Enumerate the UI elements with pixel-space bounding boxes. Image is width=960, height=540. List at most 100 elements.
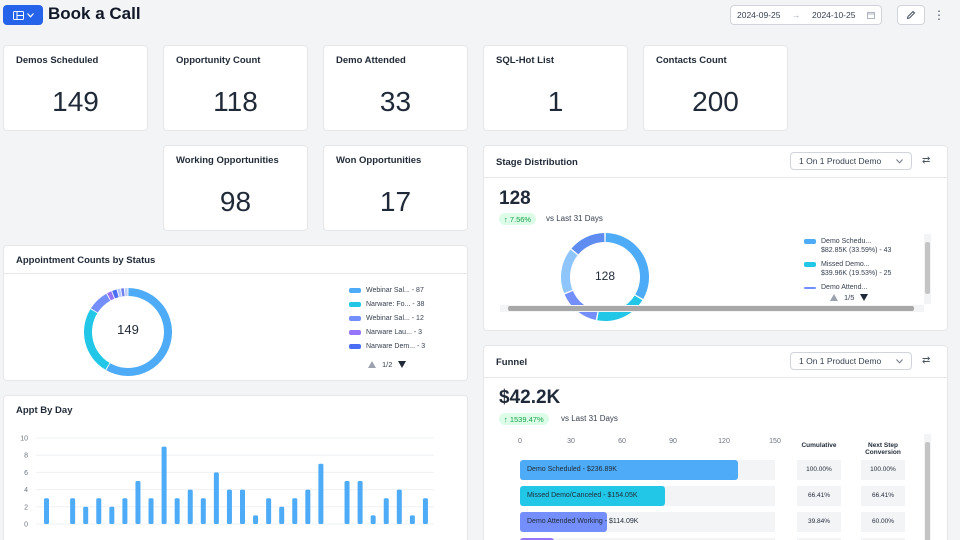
bar[interactable] — [305, 489, 311, 524]
pager-text: 1/2 — [382, 360, 393, 369]
card-title: Appointment Counts by Status — [16, 255, 156, 266]
bar[interactable] — [70, 498, 76, 524]
bar[interactable] — [409, 515, 415, 524]
legend-item[interactable]: Missed Demo... $39.96K (19.53%) - 25 — [804, 260, 891, 278]
donut-slice[interactable] — [571, 233, 605, 255]
funnel-bar[interactable] — [520, 538, 554, 540]
donut-slice[interactable] — [117, 288, 122, 298]
scroll-thumb[interactable] — [925, 442, 930, 540]
bar[interactable] — [200, 498, 206, 524]
page-up-icon[interactable] — [830, 294, 838, 301]
bar[interactable] — [396, 489, 402, 524]
donut-slice[interactable] — [597, 295, 643, 321]
donut-slice[interactable] — [605, 233, 649, 299]
bar[interactable] — [370, 515, 376, 524]
funnel-bar[interactable] — [520, 512, 607, 532]
y-tick-label: 6 — [24, 470, 28, 477]
vertical-scrollbar[interactable] — [924, 234, 931, 304]
stage-pipeline-select[interactable]: 1 On 1 Product Demo — [790, 152, 912, 170]
donut-slice[interactable] — [124, 288, 128, 297]
kpi-title: Working Opportunities — [176, 155, 279, 166]
bar[interactable] — [122, 498, 128, 524]
bar[interactable] — [161, 446, 167, 524]
bar[interactable] — [292, 498, 298, 524]
funnel-bar[interactable] — [520, 460, 738, 480]
legend-item[interactable]: Webinar Sal... - 12 — [349, 314, 424, 323]
date-range-picker[interactable]: 2024-09-25 → 2024-10-25 — [730, 5, 882, 25]
donut-slice[interactable] — [106, 288, 172, 376]
bar[interactable] — [148, 498, 154, 524]
divider — [484, 377, 947, 378]
page-down-icon[interactable] — [398, 361, 407, 368]
card-title: Stage Distribution — [496, 157, 578, 168]
kpi-card-demo-attended: Demo Attended 33 — [323, 45, 468, 131]
donut-slice[interactable] — [112, 289, 119, 299]
date-start[interactable]: 2024-09-25 — [737, 10, 781, 20]
bar[interactable] — [109, 506, 115, 524]
funnel-change-badge: ↑ 1539.47% — [499, 413, 549, 425]
vertical-scrollbar[interactable] — [924, 434, 931, 540]
date-end[interactable]: 2024-10-25 — [811, 10, 856, 20]
donut-slice[interactable] — [84, 309, 110, 370]
funnel-bar-label: Missed Demo/Canceled - $154.05K — [527, 492, 638, 499]
bar[interactable] — [83, 506, 89, 524]
scroll-thumb[interactable] — [508, 306, 914, 311]
y-tick-label: 4 — [24, 487, 28, 494]
bar[interactable] — [240, 489, 245, 524]
kpi-card-contacts-count: Contacts Count 200 — [643, 45, 788, 131]
chevron-down-icon — [896, 358, 903, 364]
page-down-icon[interactable] — [860, 294, 869, 301]
chevron-down-icon — [26, 12, 34, 18]
bar[interactable] — [96, 498, 102, 524]
funnel-pipeline-select[interactable]: 1 On 1 Product Demo — [790, 352, 912, 370]
horizontal-scrollbar[interactable] — [500, 305, 924, 312]
bar[interactable] — [226, 489, 232, 524]
legend-swatch — [804, 287, 816, 289]
donut-slice[interactable] — [90, 293, 111, 313]
bar[interactable] — [174, 498, 180, 524]
bar[interactable] — [422, 498, 428, 524]
scroll-thumb[interactable] — [925, 242, 930, 294]
funnel-card: Funnel 1 On 1 Product Demo ⇄ $42.2K ↑ 15… — [483, 345, 948, 540]
funnel-scale-label: 60 — [618, 438, 626, 445]
bar[interactable] — [357, 481, 363, 524]
funnel-bar[interactable] — [520, 486, 665, 506]
kpi-title: Won Opportunities — [336, 155, 422, 166]
bar[interactable] — [344, 481, 350, 524]
donut-slice[interactable] — [107, 291, 115, 301]
page-up-icon[interactable] — [368, 361, 376, 368]
kpi-value: 17 — [379, 186, 412, 217]
bar[interactable] — [266, 498, 272, 524]
divider — [4, 273, 467, 274]
legend-item[interactable]: Demo Attend... — [804, 283, 867, 292]
donut-slice[interactable] — [561, 249, 578, 294]
bar[interactable] — [213, 472, 219, 524]
funnel-scale-label: 120 — [718, 438, 730, 445]
donut-slice[interactable] — [121, 288, 125, 297]
more-options-icon[interactable]: ⋮ — [933, 8, 945, 22]
kpi-value: 1 — [547, 86, 564, 117]
next-step-value: 39.22% — [861, 538, 905, 540]
legend-item[interactable]: Demo Schedu... $82.85K (33.59%) - 43 — [804, 237, 891, 255]
legend-item[interactable]: Narware: Fo... - 38 — [349, 300, 424, 309]
legend-item[interactable]: Narware Lau... - 3 — [349, 328, 422, 337]
edit-dashboard-button[interactable] — [897, 5, 925, 25]
kpi-card-won-opportunities: Won Opportunities 17 — [323, 145, 468, 231]
bar[interactable] — [279, 506, 285, 524]
swap-icon[interactable]: ⇄ — [922, 155, 931, 166]
view-switcher-button[interactable] — [3, 5, 43, 25]
bar[interactable] — [135, 481, 141, 524]
bar[interactable] — [383, 498, 389, 524]
bar[interactable] — [253, 515, 259, 524]
stage-donut-center: 128 — [594, 269, 616, 283]
bar[interactable] — [187, 489, 193, 524]
legend-item[interactable]: Webinar Sal... - 87 — [349, 286, 424, 295]
bar[interactable] — [318, 463, 324, 524]
bar[interactable] — [44, 498, 49, 524]
funnel-bar-label: Demo Attended Working - $114.09K — [527, 518, 639, 525]
swap-icon[interactable]: ⇄ — [922, 355, 931, 366]
legend-swatch — [349, 288, 361, 293]
next-step-value: 60.00% — [861, 512, 905, 532]
legend-item[interactable]: Narware Dem... - 3 — [349, 342, 425, 351]
funnel-total: $42.2K — [499, 387, 561, 408]
